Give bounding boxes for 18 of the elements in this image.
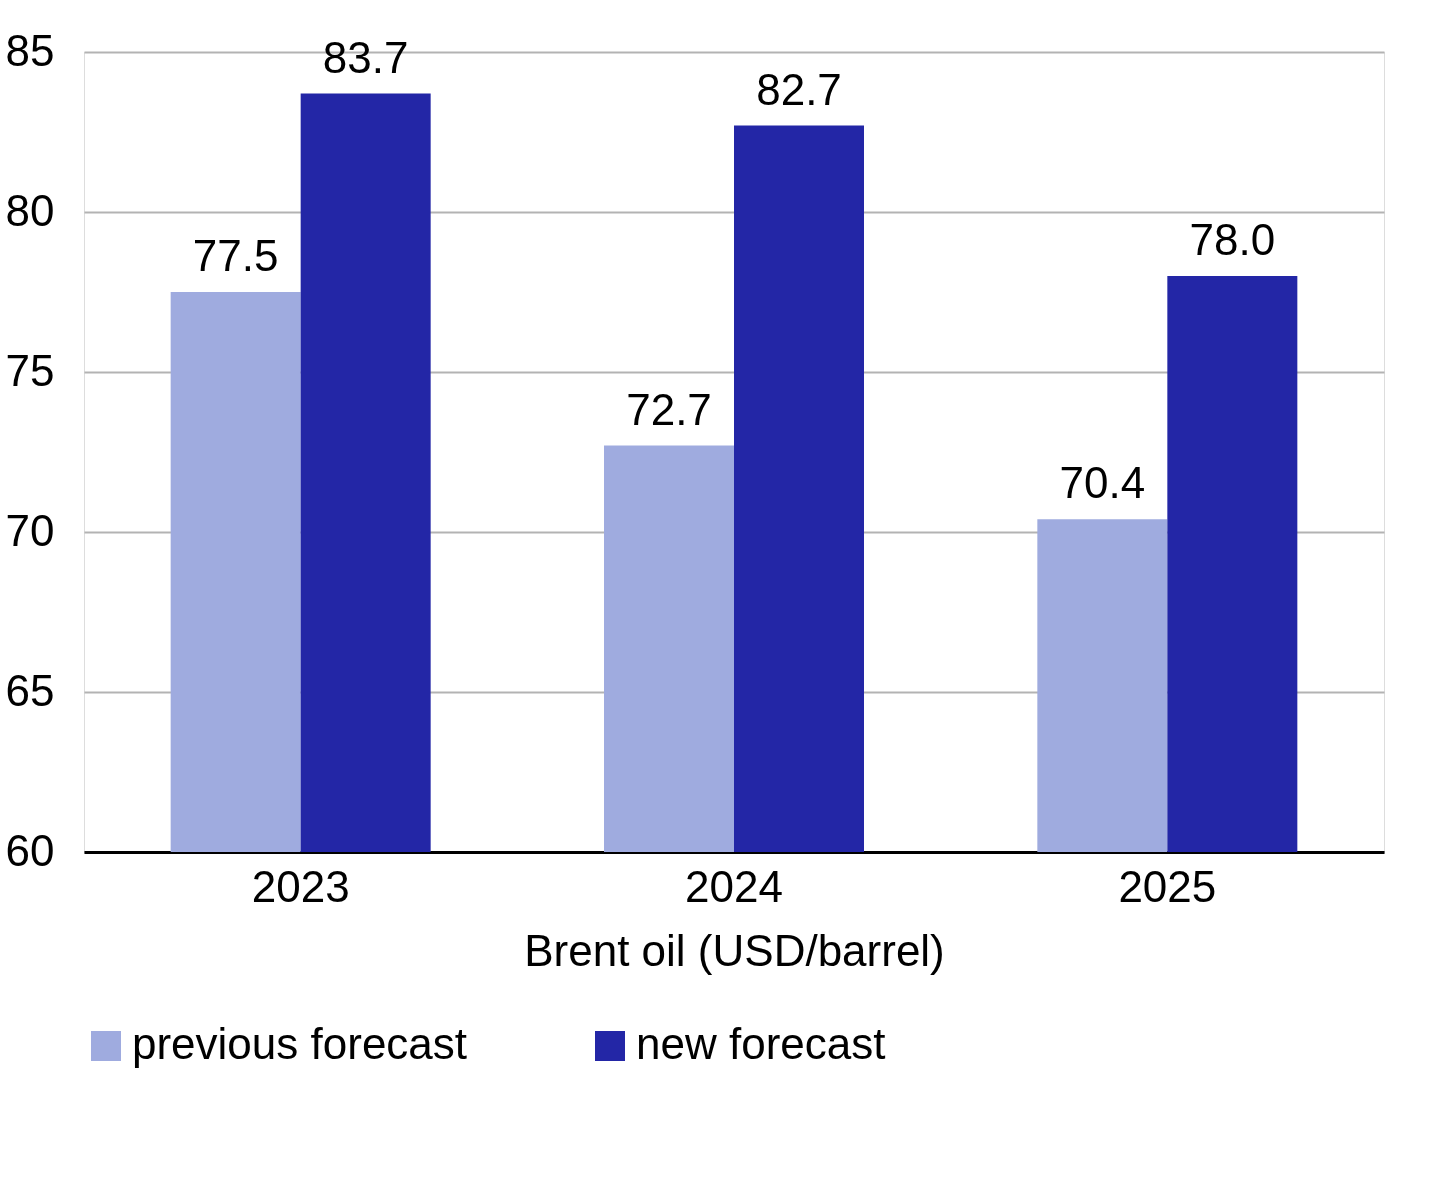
y-tick-label: 80 [5, 185, 55, 235]
x-tick-label: 2025 [1118, 861, 1217, 911]
data-label: 77.5 [192, 231, 279, 280]
y-tick-label: 75 [5, 345, 55, 395]
x-tick-label: 2023 [251, 861, 350, 911]
y-tick-label: 70 [5, 505, 55, 555]
x-axis-title: Brent oil (USD/barrel) [524, 925, 945, 975]
legend-label: new forecast [636, 1019, 886, 1068]
y-tick-label: 85 [5, 25, 55, 75]
data-label: 78.0 [1189, 215, 1276, 264]
data-label: 82.7 [756, 64, 842, 114]
data-label: 72.7 [626, 384, 712, 434]
legend-label: previous forecast [132, 1019, 468, 1068]
y-tick-label: 65 [5, 665, 55, 715]
data-label: 83.7 [322, 32, 409, 82]
x-tick-label: 2024 [685, 861, 783, 911]
y-tick-label: 60 [5, 825, 55, 875]
data-label: 70.4 [1059, 458, 1146, 508]
